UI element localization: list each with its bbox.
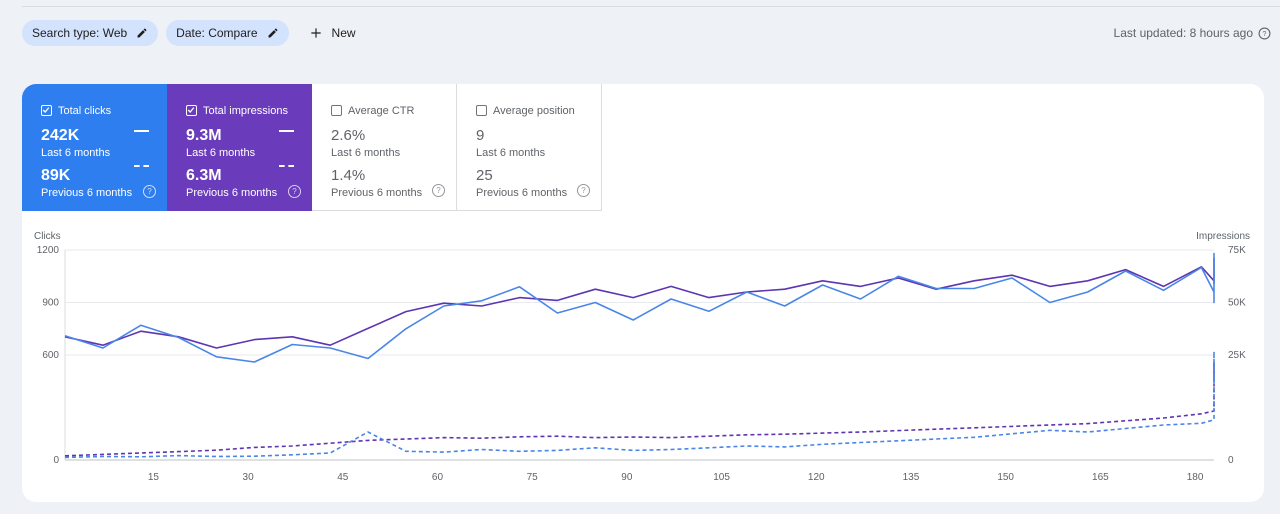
metric-header: Total clicks [41,104,167,117]
top-divider [22,6,1280,7]
x-axis-tick-label: 180 [1187,472,1204,483]
help-icon[interactable]: ? [432,184,445,197]
metric-label: Total clicks [58,104,112,117]
metric-cards: Total clicks 242K Last 6 months 89K Prev… [22,84,602,211]
date-filter-chip[interactable]: Date: Compare [166,20,289,46]
x-axis-tick-label: 30 [243,472,255,483]
dashed-line-legend-icon [279,165,294,167]
help-icon[interactable]: ? [577,184,590,197]
x-axis-tick-label: 90 [621,472,633,483]
metric-current-value: 9.3M [186,127,222,144]
impressions-current-series-line [64,257,1215,349]
left-axis-tick-label: 600 [42,350,59,361]
impressions-previous-series-line [64,361,1215,457]
metric-current-period: Last 6 months [186,147,256,159]
metric-previous-value: 25 [476,167,493,184]
performance-chart-svg: 1200 900 600 0 75K 50K 25K 0 Clicks Impressions 15… [34,231,1250,483]
solid-line-legend-icon [134,130,149,132]
svg-text:?: ? [1263,30,1267,37]
metric-previous-value: 89K [41,167,71,184]
x-axis-tick-label: 165 [1092,472,1109,483]
last-updated-status: Last updated: 8 hours ago ? [1114,26,1271,40]
clicks-previous-series-line [64,351,1215,459]
metric-previous-period: Previous 6 months [331,187,423,199]
new-filter-label: New [331,26,356,40]
plus-icon [310,28,321,38]
performance-chart: 1200 900 600 0 75K 50K 25K 0 Clicks Impressions 15… [22,211,1264,502]
x-axis-tick-label: 45 [337,472,349,483]
metric-previous-value: 6.3M [186,167,222,184]
right-axis-tick-label: 25K [1228,350,1246,361]
metric-header: Average CTR [331,104,456,117]
clicks-current-series-line [64,252,1215,363]
metric-previous-period: Previous 6 months [476,187,568,199]
left-axis-tick-label: 0 [53,455,59,466]
metric-card-average-position[interactable]: Average position 9 Last 6 months 25 Prev… [457,84,602,211]
metric-current-period: Last 6 months [331,147,401,159]
x-axis-tick-label: 150 [997,472,1014,483]
metric-current-period: Last 6 months [476,147,546,159]
left-axis-tick-label: 1200 [37,245,60,256]
filter-toolbar: Search type: Web Date: Compare New [22,20,362,46]
edit-pencil-icon [137,28,147,38]
x-axis-tick-label: 105 [713,472,730,483]
date-filter-label: Date: Compare [176,26,258,40]
metric-label: Average position [493,104,575,117]
checkbox-checked-icon[interactable] [41,105,52,116]
right-axis-tick-label: 0 [1228,455,1234,466]
x-axis-tick-label: 15 [148,472,160,483]
checkbox-unchecked-icon[interactable] [476,105,487,116]
metric-header: Total impressions [186,104,312,117]
x-axis-tick-label: 75 [527,472,539,483]
x-axis-tick-label: 120 [808,472,825,483]
metric-card-total-clicks[interactable]: Total clicks 242K Last 6 months 89K Prev… [22,84,167,211]
left-axis-title: Clicks [34,231,61,242]
solid-line-legend-icon [279,130,294,132]
x-axis-tick-label: 135 [903,472,920,483]
right-axis-title: Impressions [1196,231,1250,242]
dashed-line-legend-icon [134,165,149,167]
metric-current-period: Last 6 months [41,147,111,159]
metric-card-average-ctr[interactable]: Average CTR 2.6% Last 6 months 1.4% Prev… [312,84,457,211]
right-axis-tick-label: 50K [1228,298,1246,309]
metric-card-total-impressions[interactable]: Total impressions 9.3M Last 6 months 6.3… [167,84,312,211]
new-filter-button[interactable]: New [303,20,362,46]
metric-current-value: 242K [41,127,80,144]
metric-label: Average CTR [348,104,415,117]
right-axis-tick-label: 75K [1228,245,1246,256]
edit-pencil-icon [268,28,278,38]
help-icon[interactable]: ? [288,185,301,198]
metric-current-value: 9 [476,127,485,144]
last-updated-text: Last updated: 8 hours ago [1113,26,1253,40]
search-type-filter-chip[interactable]: Search type: Web [22,20,159,46]
metric-previous-period: Previous 6 months [41,187,133,199]
metric-current-value: 2.6% [331,127,366,144]
metric-previous-value: 1.4% [331,167,366,184]
help-circle-icon[interactable]: ? [1258,27,1271,40]
checkbox-unchecked-icon[interactable] [331,105,342,116]
x-axis-tick-label: 60 [432,472,444,483]
performance-card: Total clicks 242K Last 6 months 89K Prev… [22,84,1264,502]
search-type-filter-label: Search type: Web [32,26,128,40]
left-axis-tick-label: 900 [42,298,59,309]
metric-header: Average position [476,104,601,117]
metric-previous-period: Previous 6 months [186,187,278,199]
help-icon[interactable]: ? [143,185,156,198]
checkbox-checked-icon[interactable] [186,105,197,116]
metric-label: Total impressions [203,104,288,117]
